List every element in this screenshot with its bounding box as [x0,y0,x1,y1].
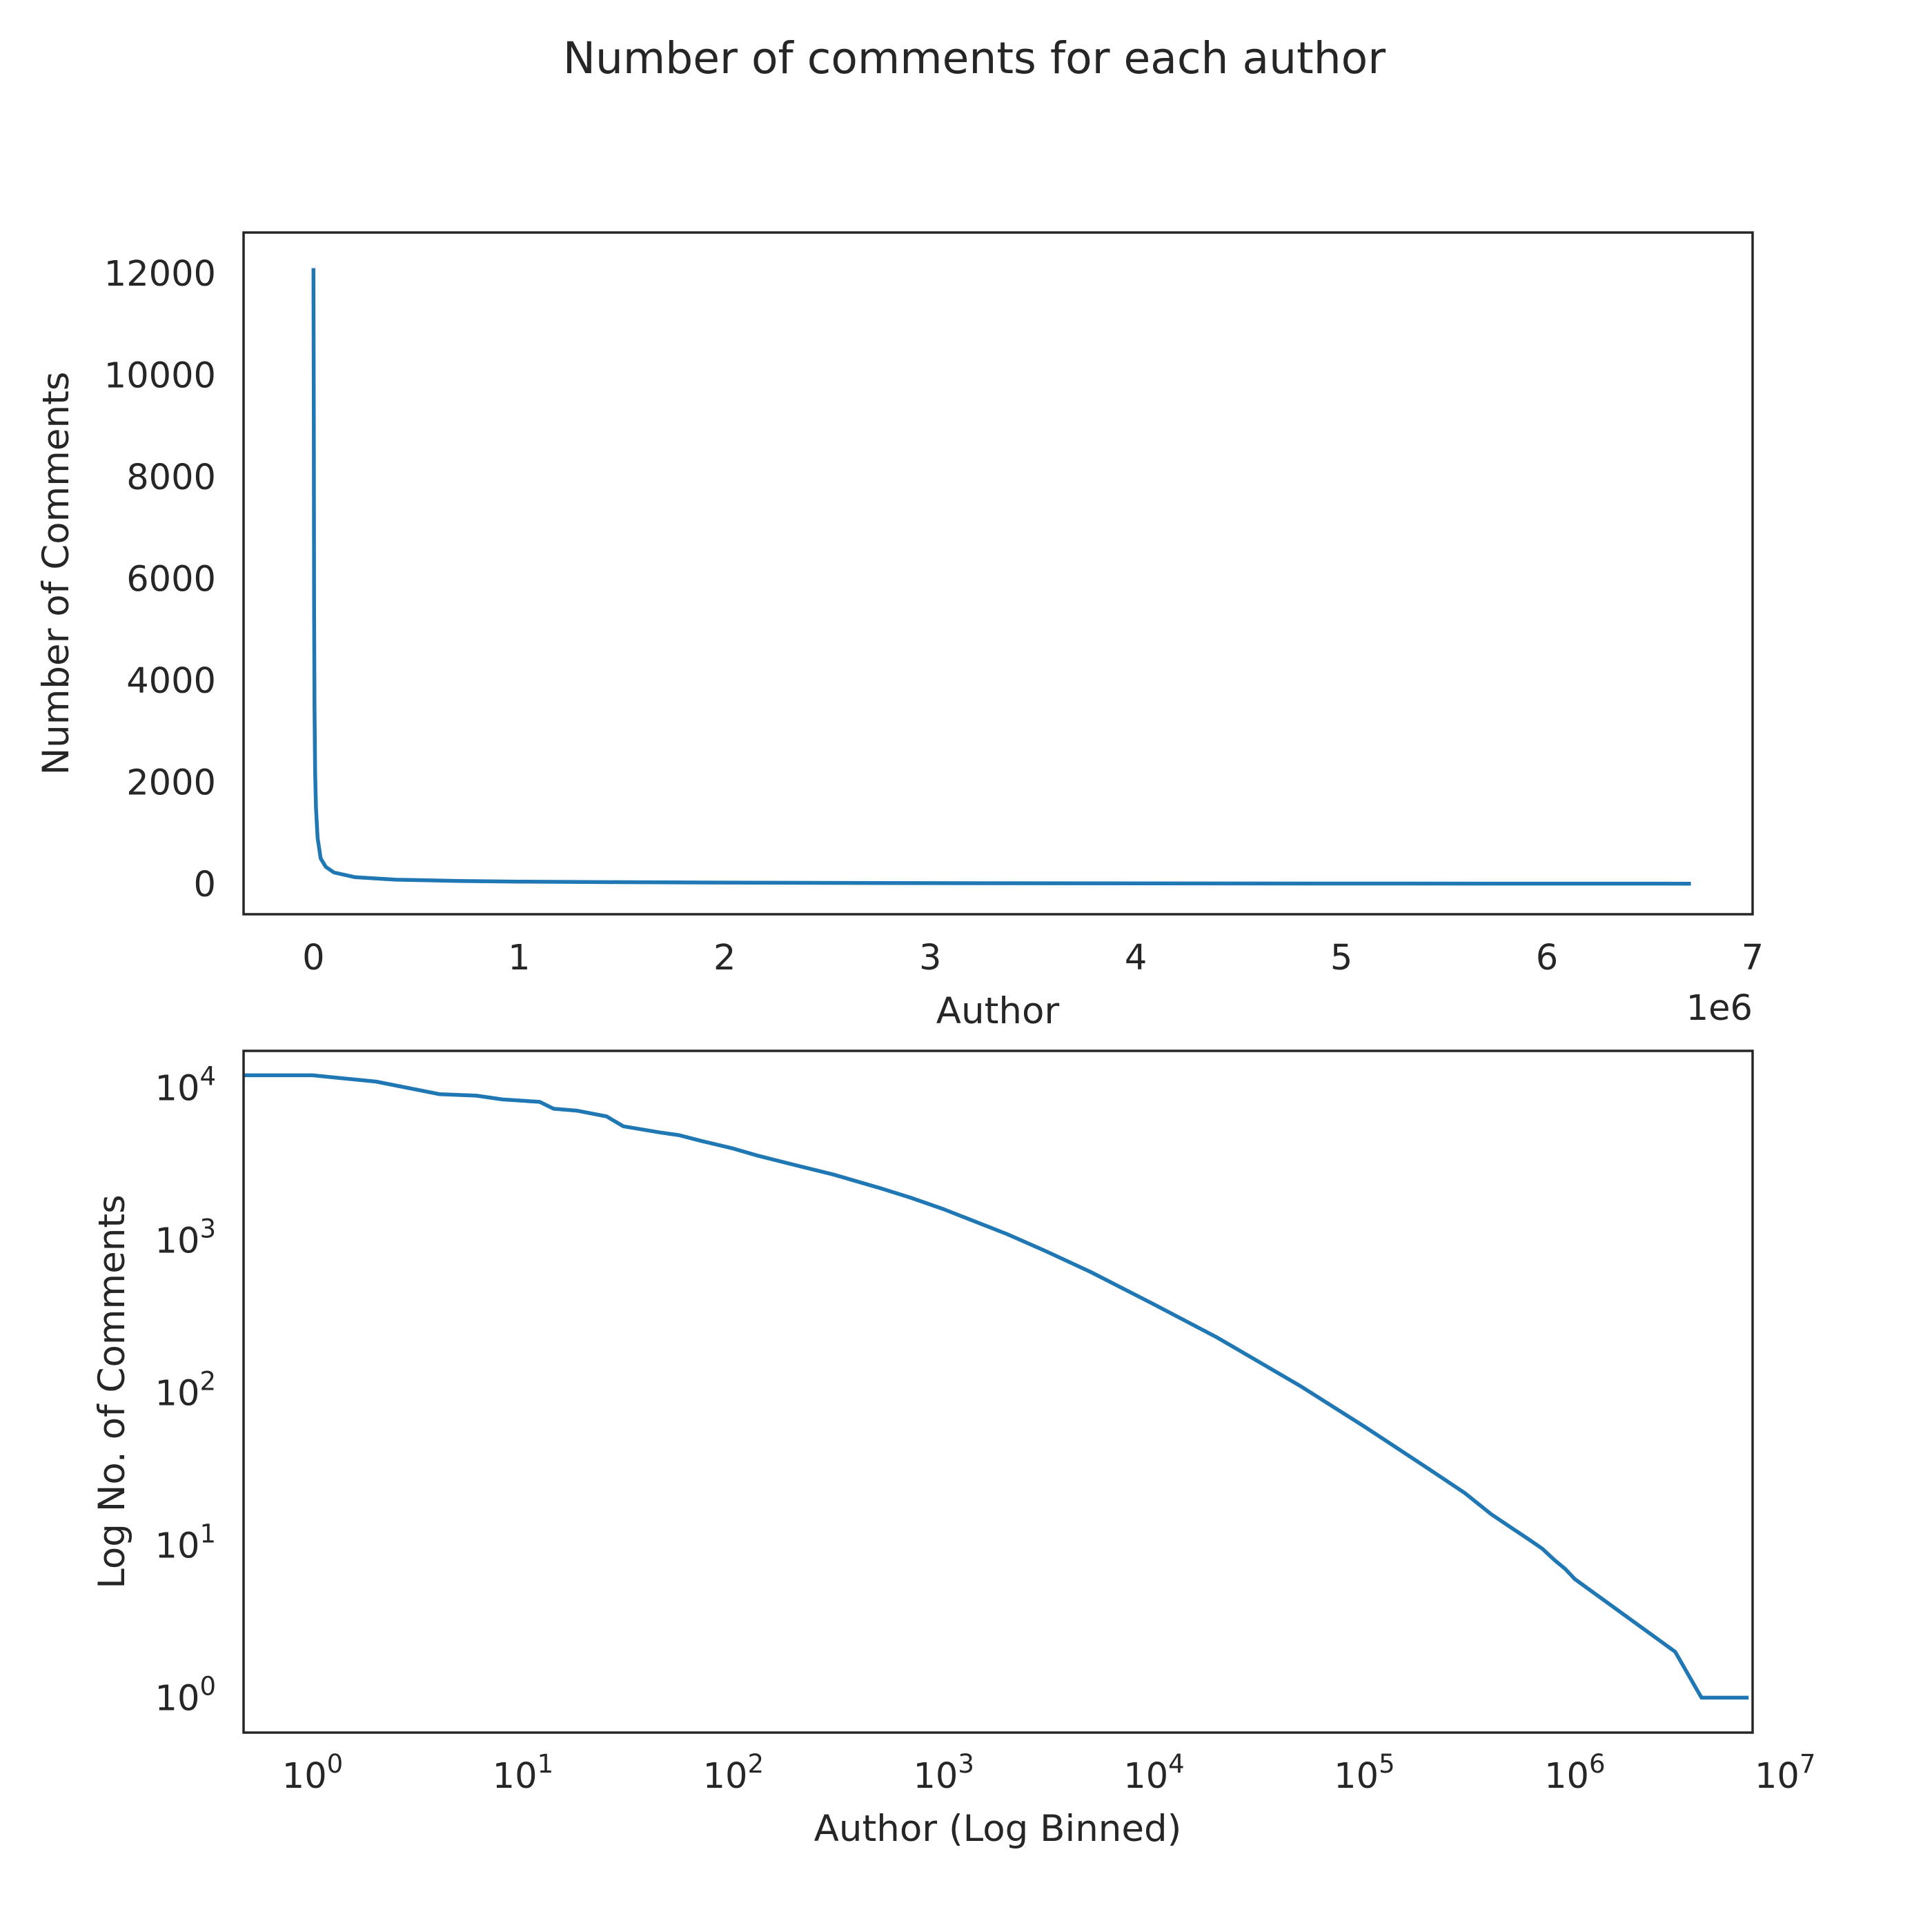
bottom-y-tick-label: 103 [155,1214,216,1262]
bottom-y-axis-label: Log No. of Comments [91,1194,133,1589]
bottom-x-tick-label: 106 [1544,1749,1605,1797]
top-axes-frame [242,231,1754,916]
bottom-series-line-0 [244,1073,1749,1700]
top-x-tick-label: 3 [919,938,941,978]
top-x-tick-label: 2 [713,938,736,978]
bottom-y-ticks: 100 101 102 103 104 [155,1062,216,1719]
top-y-tick-label: 10000 [104,355,216,396]
top-x-tick-label: 6 [1536,938,1558,978]
top-y-ticks: 0 2000 4000 6000 8000 10000 12000 [104,254,216,905]
bottom-axes-frame [242,1049,1754,1734]
top-x-offset-label: 1e6 [1686,988,1753,1029]
top-y-tick-label: 6000 [126,559,216,600]
top-x-tick-label: 1 [508,938,530,978]
top-x-tick-label: 5 [1330,938,1352,978]
bottom-x-tick-label: 104 [1123,1749,1184,1797]
top-y-tick-label: 8000 [126,457,216,498]
bottom-y-tick-label: 100 [155,1671,216,1719]
top-x-tick-label: 0 [302,938,324,978]
bottom-x-tick-label: 102 [703,1749,764,1797]
bottom-x-axis-label: Author (Log Binned) [814,1808,1182,1850]
bottom-y-tick-label: 101 [155,1519,216,1567]
bottom-x-tick-label: 103 [913,1749,974,1797]
bottom-y-tick-label: 102 [155,1367,216,1414]
top-x-tick-label: 7 [1742,938,1764,978]
top-y-tick-label: 4000 [126,661,216,702]
top-series-line-0 [311,268,1691,886]
figure-title: Number of comments for each author [563,33,1386,83]
top-y-axis-label: Number of Comments [35,372,77,776]
top-x-axis-label: Author [936,990,1060,1032]
top-y-tick-label: 2000 [126,762,216,803]
top-x-ticks: 0 1 2 3 4 5 6 7 [302,938,1764,978]
top-series-group [311,268,1691,886]
bottom-x-tick-label: 105 [1334,1749,1394,1797]
bottom-x-tick-label: 100 [282,1749,343,1797]
bottom-x-tick-label: 107 [1755,1749,1815,1797]
bottom-x-ticks: 100 101 102 103 104 105 106 107 [282,1749,1816,1797]
bottom-x-tick-label: 101 [493,1749,553,1797]
bottom-y-tick-label: 104 [155,1062,216,1110]
top-x-tick-label: 4 [1125,938,1147,978]
bottom-series-group [244,1073,1749,1700]
bottom-axes-log: 100 101 102 103 104 105 106 107 100 101 102 103 104… [91,1049,1816,1850]
top-axes-linear: 0 1 2 3 4 5 6 7 0 2000 4000 6000 8000 10000 12000 Aut… [35,231,1764,1032]
top-y-tick-label: 12000 [104,254,216,295]
top-y-tick-label: 0 [194,865,216,905]
